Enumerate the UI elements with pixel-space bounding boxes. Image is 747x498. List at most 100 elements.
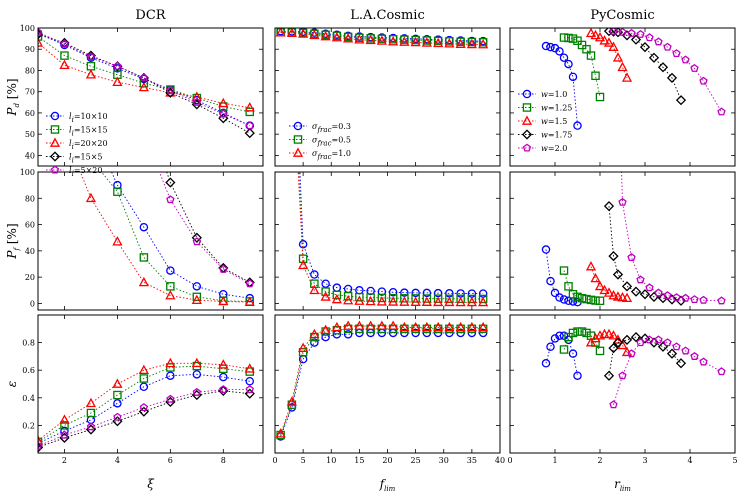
- data-point: [343, 330, 353, 339]
- data-point: [192, 370, 202, 379]
- data-point: [675, 95, 687, 106]
- data-point: [550, 334, 560, 343]
- data-point: [309, 284, 320, 295]
- data-point: [444, 38, 455, 48]
- legend-label: w=1.5: [541, 117, 567, 126]
- data-point: [582, 294, 591, 304]
- data-point: [541, 245, 551, 254]
- series-line: [280, 31, 484, 43]
- legend-label: σfrac=0.3: [312, 122, 351, 134]
- data-point: [690, 295, 699, 304]
- series-group: [79, 129, 255, 306]
- series-line: [38, 390, 250, 448]
- y-tick-label: 40: [25, 247, 35, 256]
- data-point: [636, 275, 645, 284]
- legend-marker: [293, 121, 303, 131]
- data-point: [192, 97, 202, 106]
- data-point: [577, 293, 587, 303]
- series-line: [38, 365, 250, 443]
- data-point: [603, 370, 615, 381]
- x-tick-label: 2: [597, 456, 602, 465]
- x-tick-label: 15: [354, 456, 364, 465]
- data-point: [675, 358, 687, 369]
- data-point: [559, 33, 569, 42]
- x-tick-label: 10: [326, 456, 336, 465]
- data-point: [275, 428, 286, 438]
- data-point: [245, 385, 254, 394]
- data-point: [245, 279, 254, 288]
- data-point: [60, 39, 69, 48]
- series-line: [79, 172, 250, 303]
- data-point: [595, 296, 605, 306]
- data-point: [541, 41, 551, 51]
- data-point: [675, 295, 687, 306]
- data-point: [332, 290, 342, 300]
- data-point: [555, 331, 564, 340]
- data-point: [433, 36, 443, 46]
- data-point: [139, 222, 149, 232]
- data-point: [639, 41, 651, 53]
- x-tick-label: 35: [467, 456, 477, 465]
- data-point: [585, 261, 597, 271]
- data-point: [411, 294, 420, 303]
- data-point: [559, 53, 569, 62]
- data-point: [699, 357, 708, 366]
- data-point: [568, 289, 578, 299]
- y-tick-label: 80: [25, 66, 35, 75]
- data-point: [612, 52, 624, 62]
- data-point: [618, 371, 627, 380]
- panel-frame: [37, 171, 264, 311]
- data-point: [672, 49, 681, 58]
- data-point: [343, 320, 354, 330]
- data-point: [577, 327, 587, 336]
- data-point: [612, 291, 624, 301]
- data-point: [365, 34, 376, 45]
- data-point: [399, 36, 410, 46]
- data-point: [245, 107, 255, 117]
- data-point: [657, 341, 669, 352]
- data-point: [140, 129, 147, 136]
- data-point: [603, 287, 615, 297]
- data-point: [422, 288, 432, 298]
- data-point: [399, 296, 410, 306]
- data-point: [166, 371, 175, 380]
- data-point: [59, 414, 70, 424]
- data-point: [478, 296, 489, 307]
- data-point: [112, 236, 123, 246]
- data-point: [478, 37, 488, 47]
- series-line: [38, 373, 250, 444]
- data-point: [421, 37, 432, 47]
- legend-marker: [50, 165, 60, 174]
- y-tick-label: 20: [25, 273, 35, 282]
- data-point: [466, 296, 477, 307]
- y-tick-label: 0.8: [22, 339, 35, 348]
- data-point: [165, 357, 176, 368]
- panel-0-1: [274, 27, 501, 167]
- series-line: [280, 325, 484, 434]
- data-point: [320, 30, 331, 41]
- data-point: [681, 346, 690, 355]
- data-point: [608, 250, 619, 262]
- data-point: [354, 295, 365, 305]
- data-point: [286, 396, 297, 406]
- data-point: [433, 37, 444, 48]
- data-point: [630, 34, 642, 45]
- data-point: [85, 397, 97, 408]
- data-point: [627, 28, 636, 37]
- data-point: [219, 109, 228, 118]
- data-point: [603, 37, 615, 47]
- data-point: [376, 296, 387, 306]
- series-line: [608, 30, 682, 101]
- data-point: [648, 337, 660, 348]
- data-point: [608, 330, 619, 340]
- y-axis-label-text: ε: [5, 381, 19, 387]
- data-point: [139, 382, 149, 392]
- y-axis-label-text: Pf [%]: [5, 223, 21, 259]
- x-tick-label: 8: [221, 456, 226, 465]
- data-point: [594, 31, 606, 42]
- data-point: [612, 334, 624, 344]
- panel-frame: [274, 314, 501, 454]
- data-point: [666, 348, 678, 359]
- data-point: [445, 37, 454, 46]
